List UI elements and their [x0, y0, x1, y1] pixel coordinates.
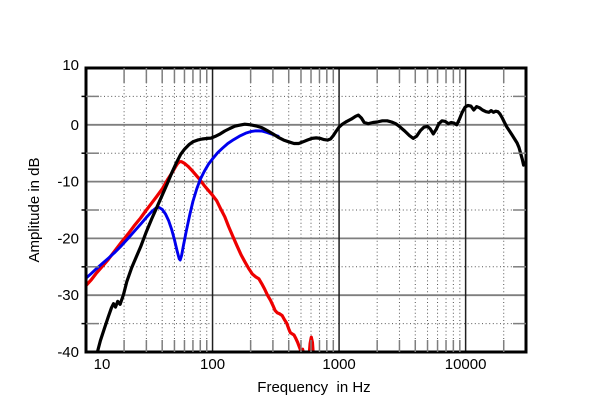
y-tick-label: -40	[57, 344, 79, 361]
x-axis-title: Frequency in Hz	[257, 379, 370, 396]
tick-layer	[81, 68, 526, 352]
y-axis-title: Amplitude in dB	[26, 157, 43, 262]
black-curve-summed-response	[95, 103, 526, 354]
x-tick-label: 10	[94, 356, 111, 373]
y-tick-label: 0	[71, 117, 79, 134]
red-curve-port-output	[86, 160, 315, 354]
curve-layer	[86, 103, 526, 354]
y-tick-label: -10	[57, 174, 79, 191]
y-tick-label: 10	[62, 57, 79, 74]
y-tick-label: -30	[57, 287, 79, 304]
x-tick-label: 1000	[322, 356, 355, 373]
grid-layer	[86, 68, 526, 352]
blue-curve-woofer-output	[86, 129, 280, 280]
x-tick-label: 10000	[445, 356, 487, 373]
x-tick-label: 100	[200, 356, 225, 373]
y-tick-label: -20	[57, 230, 79, 247]
